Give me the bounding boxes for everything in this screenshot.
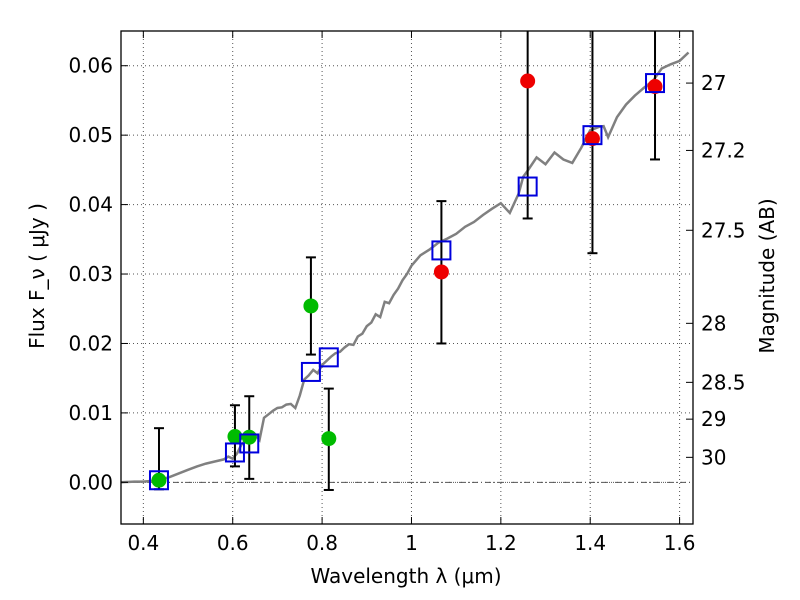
y-tick-label: 0.05 <box>68 123 113 147</box>
x-axis-title: Wavelength λ (μm) <box>310 564 501 588</box>
x-tick-label: 0.8 <box>306 531 338 555</box>
data-point-circle <box>433 264 449 280</box>
data-point-circle <box>227 429 243 445</box>
x-tick-label: 1.2 <box>485 531 517 555</box>
x-tick-label: 1.4 <box>574 531 606 555</box>
data-point-circle <box>584 131 600 147</box>
data-point-circle <box>151 472 167 488</box>
grid-lines <box>121 31 693 524</box>
y-tick-label: 0.02 <box>68 331 113 355</box>
x-tick-label: 0.6 <box>217 531 249 555</box>
right-axis-title: Magnitude (AB) <box>755 198 779 353</box>
data-point-circle <box>520 73 536 89</box>
model-point-square <box>239 433 260 454</box>
data-markers <box>148 73 666 491</box>
data-point-circle <box>303 298 319 314</box>
y-tick-label: 0.01 <box>68 401 113 425</box>
data-point-circle <box>321 431 337 447</box>
x-tick-label: 1 <box>405 531 418 555</box>
y-tick-label: 0.06 <box>68 54 113 78</box>
error-bars <box>153 31 661 491</box>
right-tick-label: 30 <box>701 445 726 469</box>
y-tick-label: 0.03 <box>68 262 113 286</box>
model-spectrum-line <box>120 51 690 484</box>
right-tick-label: 27 <box>701 71 726 95</box>
right-tick-label: 27.2 <box>701 138 746 162</box>
model-point-square <box>645 73 666 94</box>
model-point-square <box>148 470 169 491</box>
right-tick-label: 29 <box>701 407 726 431</box>
x-tick-label: 0.4 <box>127 531 159 555</box>
x-tick-label: 1.6 <box>664 531 696 555</box>
model-point-square <box>318 347 339 368</box>
data-point-circle <box>241 429 257 445</box>
model-point-square <box>431 240 452 261</box>
y-axis-title: Flux F_ν ( μJy ) <box>25 203 49 349</box>
right-tick-label: 28.5 <box>701 370 746 394</box>
model-point-square <box>582 125 603 146</box>
data-point-circle <box>647 79 663 95</box>
model-point-square <box>517 176 538 197</box>
y-tick-label: 0.04 <box>68 193 113 217</box>
y-tick-label: 0.00 <box>68 470 113 494</box>
right-tick-label: 27.5 <box>701 218 746 242</box>
axis-ticks: 0.4 0.6 0.8 1 1.2 1.4 1.6 0.00 0.01 0.02 0.03 0.04 0… <box>68 31 746 555</box>
model-point-square <box>300 361 321 382</box>
plot-frame <box>120 30 694 525</box>
right-tick-label: 28 <box>701 311 726 335</box>
